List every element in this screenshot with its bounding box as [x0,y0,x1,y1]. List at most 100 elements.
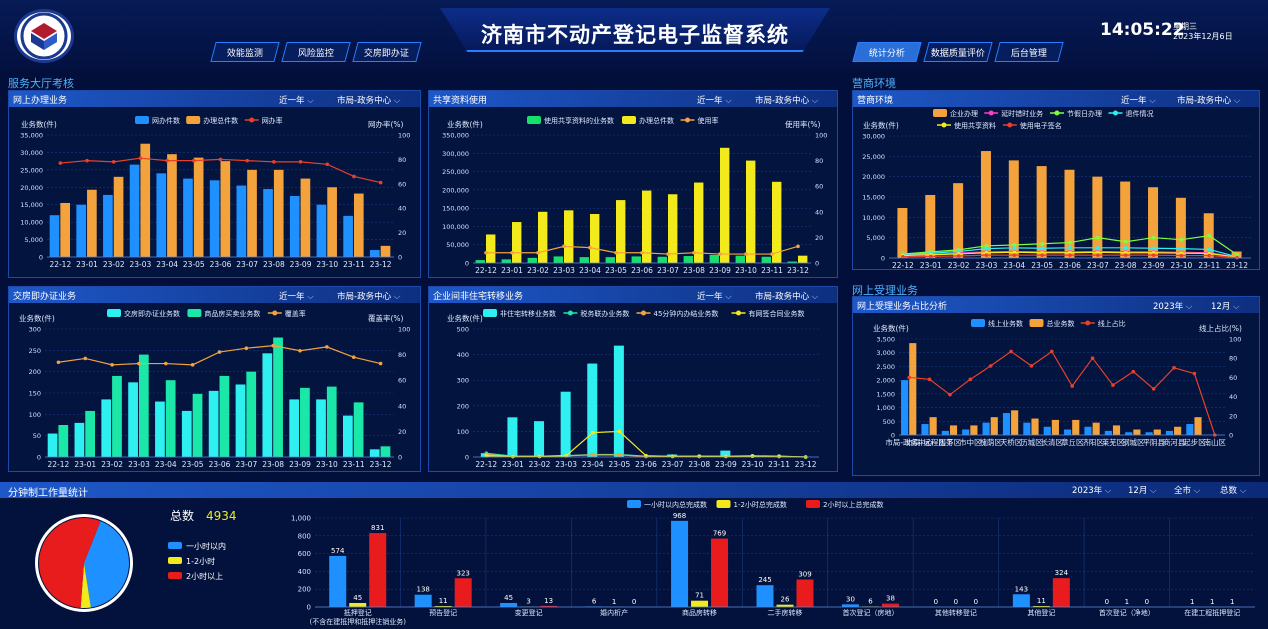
month-select[interactable]: 12月 [1211,300,1239,312]
data-label: 6 [868,597,873,605]
line-point [83,356,88,361]
pie-slice [84,521,129,608]
line-point [1070,384,1074,388]
bar [962,429,970,435]
x-tick-label: 长清区 [1041,437,1064,447]
line-point [1068,246,1072,250]
panel-nonresidential: 企业间非住宅转移业务 近一年 市局-政务中心 非住宅转移业务数 税务联办业务数 45… [428,286,838,472]
x-tick-label: 23-07 [236,260,258,269]
line-point [244,346,249,350]
bar [1175,197,1186,258]
data-label: 0 [1145,598,1149,606]
x-tick-label: 23-06 [210,260,232,269]
line-point [111,160,116,164]
legend-label: 总业务数 [1047,319,1075,328]
period-select[interactable]: 近一年 [279,290,314,302]
dept-select[interactable]: 市局-政务中心 [1177,94,1240,106]
legend-swatch [107,309,121,317]
data-label: 45 [504,594,513,602]
month-select[interactable]: 12月 [1128,484,1156,496]
bar [953,183,964,258]
line-point [724,454,728,459]
city-select[interactable]: 全市 [1174,484,1200,496]
line-point [1151,235,1156,240]
nav-risk[interactable]: 风险监控 [281,42,351,62]
line-point [218,157,223,162]
bar [1036,166,1047,258]
bar [273,337,283,457]
line-point [271,343,275,348]
bar [1092,176,1103,258]
bar [1052,578,1070,607]
x-tick-label: 23-07 [657,266,679,275]
bar [796,579,814,607]
legend-swatch [988,110,994,116]
bar [181,410,192,457]
bar [342,415,353,457]
nav-statistics[interactable]: 统计分析 [852,42,922,62]
bar [434,606,452,607]
x-tick-label: 变更登记 [515,608,543,617]
nav-delivery[interactable]: 交房即办证 [352,42,422,62]
x-tick-label: 23-03 [130,260,152,269]
bar [193,157,204,257]
period-select[interactable]: 近一年 [279,94,314,106]
nav-quality[interactable]: 数据质量评价 [923,42,993,62]
bar [349,602,367,607]
y-tick-label: 2,500 [876,363,895,371]
line-point [1050,349,1054,354]
y-tick-label: 20,000 [20,184,43,192]
line-point [1235,255,1239,260]
period-select[interactable]: 近一年 [1121,94,1156,106]
bar [165,380,176,457]
year-select[interactable]: 2023年 [1072,484,1111,496]
data-label: 45 [353,594,362,602]
dept-select[interactable]: 市局-政务中心 [755,94,818,106]
period-select[interactable]: 近一年 [697,290,732,302]
bar [881,603,899,607]
bar [1032,606,1050,607]
dept-select[interactable]: 市局-政务中心 [337,290,400,302]
bar [192,393,203,457]
x-tick-label: 23-08 [262,460,284,469]
x-tick-label: 23-09 [709,266,731,275]
bar [209,180,220,257]
bar [616,200,626,263]
line-point [1012,246,1017,250]
data-label: 1 [1125,598,1129,606]
x-tick-label: 23-07 [235,460,257,469]
line-point [190,363,195,367]
dept-select[interactable]: 市局-政务中心 [755,290,818,302]
line-point [110,363,114,367]
line-point [1068,253,1072,257]
y-tick-label: 400 [457,351,469,359]
total-select[interactable]: 总数 [1220,484,1246,496]
line-point [614,250,618,255]
year-select[interactable]: 2023年 [1153,300,1192,312]
legend-label: 一小时以内 [186,541,226,551]
line-point [1096,246,1100,250]
y-tick-label: 200 [457,402,469,410]
y-tick-label: 300 [457,377,469,385]
bar [1084,426,1092,435]
nav-efficiency[interactable]: 效能监测 [210,42,280,62]
bar [897,207,908,258]
data-label: 3 [526,598,530,606]
bar [343,215,353,257]
bar [326,386,337,457]
dept-select[interactable]: 市局-政务中心 [337,94,400,106]
line-point [984,246,989,251]
legend-label: 使用共享资料的业务数 [544,116,614,125]
bar [1148,187,1159,258]
x-tick-label: 23-03 [555,460,577,469]
y2-tick-label: 20 [398,229,406,237]
bar [1023,422,1031,435]
legend-label: 节假日办理 [1067,109,1102,118]
y-tick-label: 500 [457,326,469,334]
legend-label: 一小时以内总完成数 [644,500,707,509]
line-point [352,174,356,179]
line-point [164,361,168,366]
period-select[interactable]: 近一年 [697,94,732,106]
line-point [928,254,933,259]
nav-admin[interactable]: 后台管理 [994,42,1064,62]
